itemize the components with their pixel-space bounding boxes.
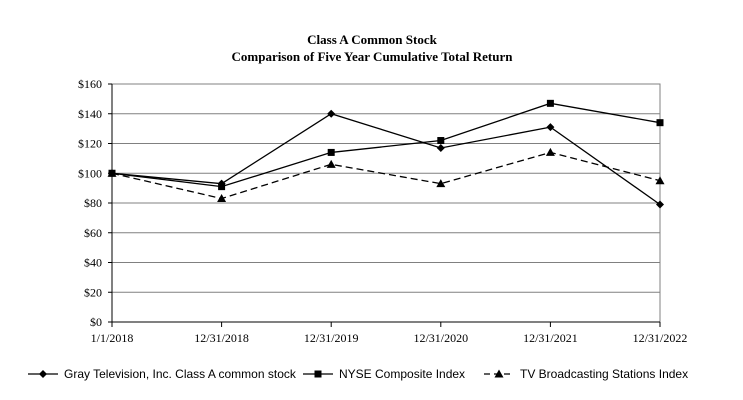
x-tick-label: 12/31/2019: [304, 331, 359, 345]
legend-diamond-marker: [39, 370, 47, 378]
legend-item: TV Broadcasting Stations Index: [484, 367, 688, 381]
grid: [111, 83, 661, 323]
legend-label: TV Broadcasting Stations Index: [520, 367, 688, 381]
y-tick-label: $120: [78, 137, 102, 151]
y-tick-label: $160: [78, 77, 102, 91]
triangle-marker: [107, 168, 117, 177]
triangle-marker: [545, 147, 555, 156]
diamond-marker: [436, 143, 445, 152]
y-tick-label: $60: [84, 226, 102, 240]
legend: Gray Television, Inc. Class A common sto…: [28, 367, 688, 381]
legend-square-marker: [314, 370, 322, 378]
triangle-marker: [436, 179, 446, 188]
x-tick-label: 12/31/2018: [194, 331, 249, 345]
square-marker: [437, 137, 445, 145]
triangle-marker: [655, 176, 665, 185]
chart-subtitle: Comparison of Five Year Cumulative Total…: [232, 49, 514, 64]
diamond-marker: [656, 200, 664, 209]
x-tick-label: 12/31/2022: [633, 331, 688, 345]
legend-item: NYSE Composite Index: [303, 367, 465, 381]
y-tick-label: $20: [84, 285, 102, 299]
x-tick-label: 12/31/2021: [523, 331, 578, 345]
legend-label: NYSE Composite Index: [339, 367, 465, 381]
square-marker: [327, 148, 335, 156]
legend-triangle-marker: [494, 369, 504, 378]
legend-item: Gray Television, Inc. Class A common sto…: [28, 367, 297, 381]
series-line: [111, 113, 661, 206]
chart-title: Class A Common Stock: [307, 32, 437, 47]
y-tick-label: $40: [84, 256, 102, 270]
y-axis: $0 $20 $40 $60 $80 $100 $120 $140 $160: [78, 77, 113, 329]
square-marker: [218, 183, 226, 191]
square-marker: [546, 99, 554, 107]
series-layer: [107, 99, 665, 209]
y-tick-label: $80: [84, 196, 102, 210]
series-line: [111, 102, 661, 188]
square-marker: [656, 119, 664, 127]
series-1: [108, 109, 664, 209]
x-tick-label: 1/1/2018: [91, 331, 134, 345]
triangle-marker: [326, 159, 336, 168]
y-tick-label: $140: [78, 107, 102, 121]
series-line: [111, 151, 661, 200]
diamond-marker: [327, 109, 336, 118]
y-tick-label: $0: [90, 315, 102, 329]
triangle-marker: [217, 194, 227, 203]
y-tick-label: $100: [78, 166, 102, 180]
series-3: [107, 147, 665, 203]
diamond-marker: [546, 123, 555, 132]
x-axis: 1/1/2018 12/31/2018 12/31/2019 12/31/2020 12…: [91, 321, 688, 345]
legend-label: Gray Television, Inc. Class A common sto…: [64, 367, 297, 381]
x-tick-label: 12/31/2020: [413, 331, 468, 345]
